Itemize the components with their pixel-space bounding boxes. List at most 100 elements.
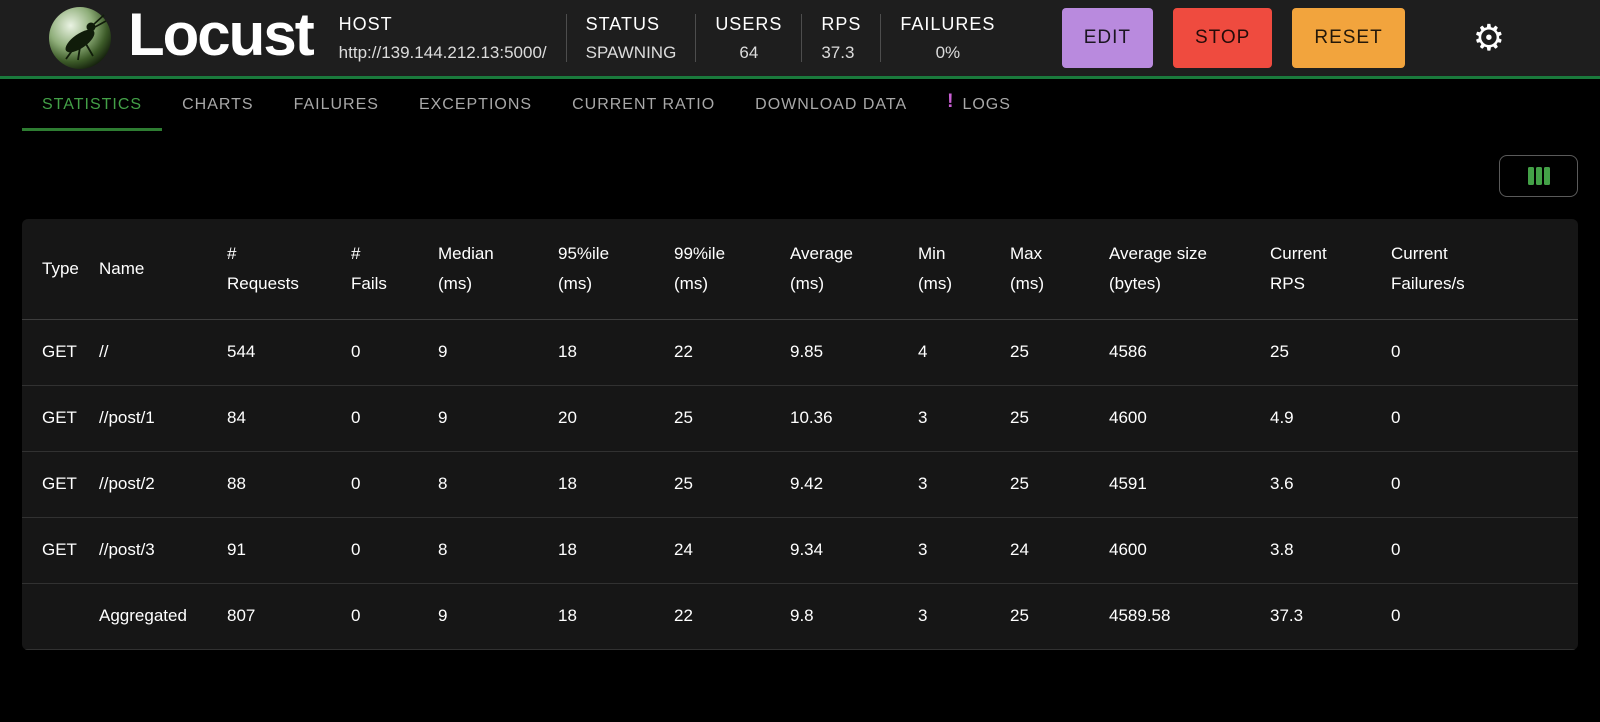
table-cell: 25	[1270, 319, 1391, 386]
table-cell: 25	[1010, 319, 1109, 386]
table-cell: 0	[351, 583, 438, 650]
table-cell: 0	[1391, 451, 1578, 518]
tab-exceptions[interactable]: EXCEPTIONS	[399, 79, 552, 131]
tab-label: LOGS	[962, 96, 1011, 113]
table-cell: GET	[22, 319, 99, 386]
table-cell: 18	[558, 517, 674, 584]
table-cell: 25	[674, 451, 790, 518]
column-header-average-ms[interactable]: Average (ms)	[790, 219, 918, 320]
host-label: HOST	[338, 13, 393, 34]
rps-value: 37.3	[821, 42, 855, 62]
column-header-average-size-bytes[interactable]: Average size (bytes)	[1109, 219, 1270, 320]
users-block[interactable]: USERS 64	[715, 14, 782, 62]
table-cell: 0	[1391, 517, 1578, 584]
edit-button[interactable]: EDIT	[1061, 8, 1153, 68]
table-cell: 0	[1391, 583, 1578, 650]
users-value: 64	[739, 42, 759, 62]
table-cell: 4589.58	[1109, 583, 1270, 650]
table-cell: 9	[438, 319, 558, 386]
tab-label: EXCEPTIONS	[418, 96, 533, 113]
table-cell: 4586	[1109, 319, 1270, 386]
column-header-current-rps[interactable]: Current RPS	[1270, 219, 1391, 320]
column-header-type[interactable]: Type	[22, 219, 99, 320]
table-cell: 3	[918, 385, 1010, 452]
tab-label: STATISTICS	[42, 96, 143, 113]
stop-button[interactable]: STOP	[1172, 8, 1273, 68]
table-cell: 20	[558, 385, 674, 452]
table-cell: 18	[558, 451, 674, 518]
table-cell: //post/3	[99, 517, 227, 584]
failures-value: 0%	[935, 42, 961, 62]
column-header-fails[interactable]: # Fails	[351, 219, 438, 320]
table-row: Aggregated 807 0 9 18 22 9.8 3 25 4589.58 37.3 0	[22, 583, 1578, 650]
tab-label: CURRENT RATIO	[572, 96, 716, 113]
table-cell: 25	[1010, 385, 1109, 452]
locust-logo[interactable]	[48, 6, 112, 70]
table-cell: 9.42	[790, 451, 918, 518]
column-selector-button[interactable]	[1499, 155, 1578, 197]
table-cell: 9.85	[790, 319, 918, 386]
reset-button[interactable]: RESET	[1292, 8, 1405, 68]
table-cell: 8	[438, 517, 558, 584]
tab-current-ratio[interactable]: CURRENT RATIO	[552, 79, 735, 131]
table-cell: 84	[227, 385, 351, 452]
statistics-table: Type Name # Requests # Fails Median (ms) 95%ile(…	[22, 219, 1578, 650]
divider	[880, 14, 882, 62]
tab-charts[interactable]: CHARTS	[162, 79, 274, 131]
table-cell: 0	[351, 451, 438, 518]
column-header-max-ms[interactable]: Max (ms)	[1010, 219, 1109, 320]
tab-label: DOWNLOAD DATA	[755, 96, 908, 113]
table-cell: 18	[558, 583, 674, 650]
status-label: STATUS	[585, 13, 660, 34]
app-title: Locust	[128, 1, 315, 68]
table-row: GET//post/3 91 0 8 18 24 9.34 3 24 4600 3.8 0	[22, 517, 1578, 584]
status-value: SPAWNING	[585, 42, 677, 62]
table-cell: 22	[674, 319, 790, 386]
table-cell: 9	[438, 385, 558, 452]
table-cell: 544	[227, 319, 351, 386]
table-cell: GET	[22, 451, 99, 518]
users-label: USERS	[715, 13, 783, 34]
tab-logs[interactable]: ! LOGS	[927, 79, 1031, 131]
tab-download-data[interactable]: DOWNLOAD DATA	[735, 79, 927, 131]
table-row: GET//544 0 9 18 22 9.85 4 25 4586 25 0	[22, 319, 1578, 386]
locust-mascot-icon	[49, 7, 111, 69]
table-cell: 22	[674, 583, 790, 650]
table-cell: 37.3	[1270, 583, 1391, 650]
table-cell: 88	[227, 451, 351, 518]
host-url: http://139.144.212.13:5000/	[338, 42, 547, 62]
column-header-current-failures-s[interactable]: Current Failures/s	[1391, 219, 1578, 320]
column-header-min-ms[interactable]: Min (ms)	[918, 219, 1010, 320]
table-cell: 25	[1010, 583, 1109, 650]
table-cell: 0	[351, 385, 438, 452]
table-toolbar	[22, 155, 1578, 197]
tab-failures[interactable]: FAILURES	[274, 79, 399, 131]
column-header-name[interactable]: Name	[99, 219, 227, 320]
table-cell: 4	[918, 319, 1010, 386]
failures-block: FAILURES 0%	[900, 14, 995, 62]
table-cell: 25	[1010, 451, 1109, 518]
failures-label: FAILURES	[900, 13, 996, 34]
table-row: GET//post/2 88 0 8 18 25 9.42 3 25 4591 3.6 0	[22, 451, 1578, 518]
column-header-requests[interactable]: # Requests	[227, 219, 351, 320]
column-header-95-ile-ms[interactable]: 95%ile (ms)	[558, 219, 674, 320]
table-cell: 4591	[1109, 451, 1270, 518]
table-cell: 3	[918, 583, 1010, 650]
table-cell: 91	[227, 517, 351, 584]
tab-bar: STATISTICS CHARTS FAILURES EXCEPTIONS CURREN…	[0, 79, 1600, 131]
settings-gear-icon[interactable]: ⚙	[1472, 17, 1505, 58]
table-cell: 807	[227, 583, 351, 650]
column-header-median-ms[interactable]: Median (ms)	[438, 219, 558, 320]
table-cell: 8	[438, 451, 558, 518]
divider	[565, 14, 567, 62]
tab-statistics[interactable]: STATISTICS	[22, 79, 163, 131]
table-cell: 0	[1391, 319, 1578, 386]
stats-table-body: GET//544 0 9 18 22 9.85 4 25 4586 25 0 GET//post/1 8…	[22, 319, 1578, 650]
table-cell: 3	[918, 517, 1010, 584]
column-header-99-ile-ms[interactable]: 99%ile (ms)	[674, 219, 790, 320]
table-cell: 25	[674, 385, 790, 452]
table-cell: //	[99, 319, 227, 386]
table-cell: 3.8	[1270, 517, 1391, 584]
table-cell: 0	[351, 319, 438, 386]
table-cell	[22, 583, 99, 650]
